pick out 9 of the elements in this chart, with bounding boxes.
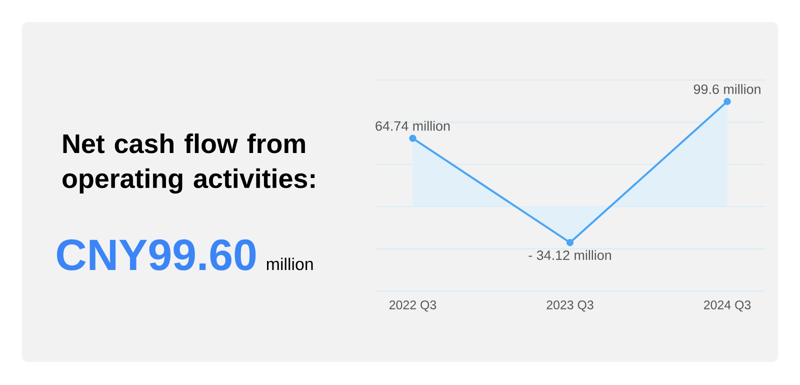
x-tick-label: 2024 Q3	[704, 300, 751, 312]
text: CNY99.60	[57, 239, 256, 270]
data-label: 64.74 million	[376, 120, 450, 131]
x-tick-label: 2022 Q3	[389, 300, 436, 312]
data-label: 99.6 million	[694, 84, 760, 94]
data-label: - 34.12 million	[528, 250, 611, 260]
text: Net cash flow from operating activities:	[62, 134, 315, 194]
text: million	[266, 258, 313, 270]
x-tick-label: 2023 Q3	[546, 300, 594, 312]
